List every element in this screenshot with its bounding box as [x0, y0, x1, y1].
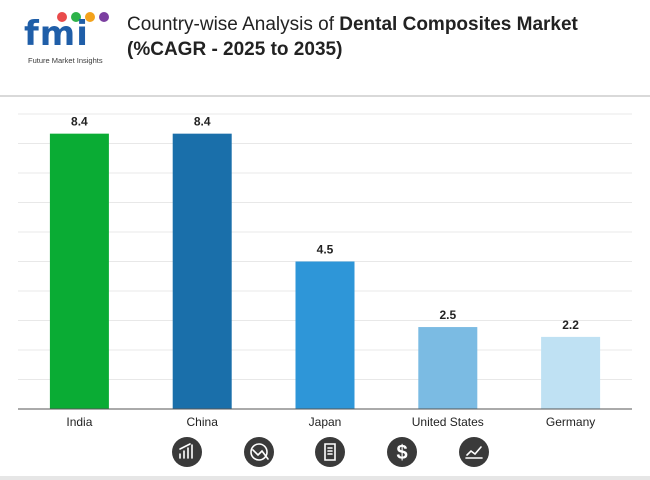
x-tick-label: Japan — [309, 415, 342, 429]
trend-analysis-icon — [244, 437, 274, 467]
bar-germany — [541, 336, 601, 409]
bar-japan — [295, 261, 355, 409]
data-label: 2.2 — [562, 318, 579, 332]
dollar-icon: $ — [387, 437, 417, 467]
logo-subtitle: Future Market Insights — [28, 56, 103, 65]
x-tick-label: United States — [412, 415, 484, 429]
data-label: 8.4 — [71, 115, 88, 129]
chart-area: 8.4 India 8.4 China 4.5 Japan 2.5 United States… — [0, 97, 650, 480]
bar-united-states — [418, 327, 478, 409]
market-trend-icon — [459, 437, 489, 467]
logo-dots-icon — [57, 12, 109, 22]
fmi-logo: fmi Future Market Insights — [20, 10, 115, 80]
x-tick-label: India — [66, 415, 92, 429]
report-document-icon — [315, 437, 345, 467]
data-label: 8.4 — [194, 115, 211, 129]
footer-divider — [0, 476, 650, 480]
x-tick-label: Germany — [546, 415, 595, 429]
header: fmi Future Market Insights Country-wise … — [0, 0, 650, 97]
growth-chart-icon — [172, 437, 202, 467]
bar-chart: 8.4 India 8.4 China 4.5 Japan 2.5 United States… — [18, 113, 632, 467]
logo-wordmark: fmi — [24, 14, 89, 54]
x-tick-label: China — [187, 415, 219, 429]
title-subtitle: (%CAGR - 2025 to 2035) — [127, 39, 343, 60]
title-highlight: Dental Composites Market — [339, 14, 578, 35]
data-label: 4.5 — [317, 243, 334, 257]
data-label: 2.5 — [439, 308, 456, 322]
title-prefix: Country-wise Analysis of — [127, 14, 340, 35]
svg-text:$: $ — [396, 442, 407, 464]
chart-title: Country-wise Analysis of Dental Composit… — [127, 12, 627, 62]
bar-india — [49, 133, 109, 409]
bar-china — [172, 133, 232, 409]
